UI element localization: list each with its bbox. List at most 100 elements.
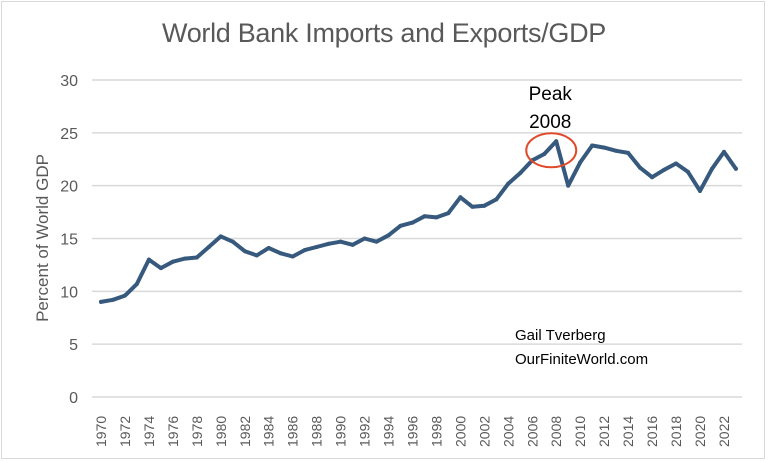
- x-tick-label: 2000: [452, 416, 468, 447]
- x-tick-label: 1972: [117, 416, 133, 447]
- data-point: [302, 248, 307, 253]
- data-point: [338, 239, 343, 244]
- x-tick-label: 1986: [285, 416, 301, 447]
- data-point: [278, 251, 283, 256]
- data-point: [506, 181, 511, 186]
- data-point: [110, 297, 115, 302]
- data-point: [662, 167, 667, 172]
- y-tick-label: 10: [60, 284, 78, 301]
- data-point: [218, 234, 223, 239]
- x-tick-label: 1994: [381, 416, 397, 447]
- x-tick-labels: 1970 1972 1974 1976 1978 1980 1982 1984 1986 1988…: [93, 416, 732, 447]
- y-tick-label: 0: [69, 390, 78, 407]
- data-point: [602, 145, 607, 150]
- y-tick-labels: 0 5 10 15 20 25 30: [60, 73, 78, 407]
- peak-annotation-year: 2008: [529, 112, 571, 133]
- data-point: [686, 169, 691, 174]
- data-point: [99, 299, 103, 304]
- x-tick-label: 1990: [333, 416, 349, 447]
- data-point: [733, 166, 738, 171]
- credit-author: Gail Tverberg: [515, 327, 606, 344]
- data-point: [230, 239, 235, 244]
- data-point: [446, 211, 451, 216]
- credit-website: OurFiniteWorld.com: [515, 351, 648, 368]
- x-tick-label: 2008: [548, 416, 564, 447]
- y-tick-label: 5: [69, 337, 78, 354]
- data-point: [554, 139, 559, 144]
- x-tick-label: 1980: [213, 416, 229, 447]
- x-tick-label: 1996: [404, 416, 420, 447]
- annotations: Peak 2008 Gail Tverberg OurFiniteWorld.c…: [515, 84, 648, 368]
- data-point: [134, 281, 139, 286]
- x-tick-label: 2006: [524, 416, 540, 447]
- peak-highlight-circle: [525, 132, 578, 169]
- x-tick-label: 1988: [309, 416, 325, 447]
- x-tick-label: 2004: [500, 416, 516, 447]
- data-point: [674, 161, 679, 166]
- series-group: [99, 139, 738, 304]
- data-point: [158, 266, 163, 271]
- data-point: [242, 249, 247, 254]
- data-point: [482, 203, 487, 208]
- gridlines: [92, 79, 742, 398]
- data-point: [374, 239, 379, 244]
- data-point: [650, 175, 655, 180]
- data-point: [410, 220, 415, 225]
- y-axis-label: Percent of World GDP: [33, 154, 52, 322]
- x-tick-label: 2014: [620, 416, 636, 447]
- data-point: [590, 143, 595, 148]
- x-tick-label: 2010: [572, 416, 588, 447]
- data-point: [290, 254, 295, 259]
- data-point: [386, 233, 391, 238]
- x-tick-label: 1978: [189, 416, 205, 447]
- x-tick-label: 2002: [476, 416, 492, 447]
- data-point: [206, 244, 211, 249]
- x-tick-label: 2012: [596, 416, 612, 447]
- data-point: [314, 244, 319, 249]
- x-tick-label: 1992: [357, 416, 373, 447]
- x-tick-label: 2016: [644, 416, 660, 447]
- data-point: [122, 293, 127, 298]
- data-point: [698, 188, 702, 193]
- data-point: [398, 223, 403, 228]
- data-point: [494, 197, 499, 202]
- x-tick-label: 1984: [261, 416, 277, 447]
- y-tick-label: 25: [60, 126, 78, 143]
- data-point: [350, 242, 355, 247]
- x-tick-label: 2022: [716, 416, 732, 447]
- y-tick-label: 15: [60, 232, 78, 249]
- data-point: [362, 236, 367, 241]
- data-point: [182, 256, 187, 261]
- series-line: [99, 139, 738, 304]
- data-point: [542, 151, 547, 156]
- data-point: [326, 241, 331, 246]
- data-point: [721, 149, 726, 154]
- data-point: [470, 204, 475, 209]
- peak-annotation-label: Peak: [529, 84, 573, 105]
- data-point: [194, 255, 199, 260]
- x-tick-label: 1970: [93, 416, 109, 447]
- data-point: [518, 170, 523, 175]
- x-tick-label: 1982: [237, 416, 253, 447]
- data-point: [638, 165, 643, 170]
- data-point: [146, 257, 151, 262]
- x-tick-label: 1976: [165, 416, 181, 447]
- data-point: [254, 253, 259, 258]
- data-point: [566, 183, 571, 188]
- data-point: [458, 195, 463, 200]
- data-point: [170, 259, 175, 264]
- data-point: [709, 166, 714, 171]
- data-point: [614, 148, 619, 153]
- data-point: [626, 150, 631, 155]
- x-tick-label: 1974: [141, 416, 157, 447]
- x-tick-label: 2020: [692, 416, 708, 447]
- data-point: [434, 215, 439, 220]
- y-tick-label: 20: [60, 179, 78, 196]
- y-tick-label: 30: [60, 73, 78, 90]
- data-point: [266, 246, 271, 251]
- chart-title: World Bank Imports and Exports/GDP: [162, 18, 606, 48]
- x-tick-label: 2018: [668, 416, 684, 447]
- data-point: [578, 160, 583, 165]
